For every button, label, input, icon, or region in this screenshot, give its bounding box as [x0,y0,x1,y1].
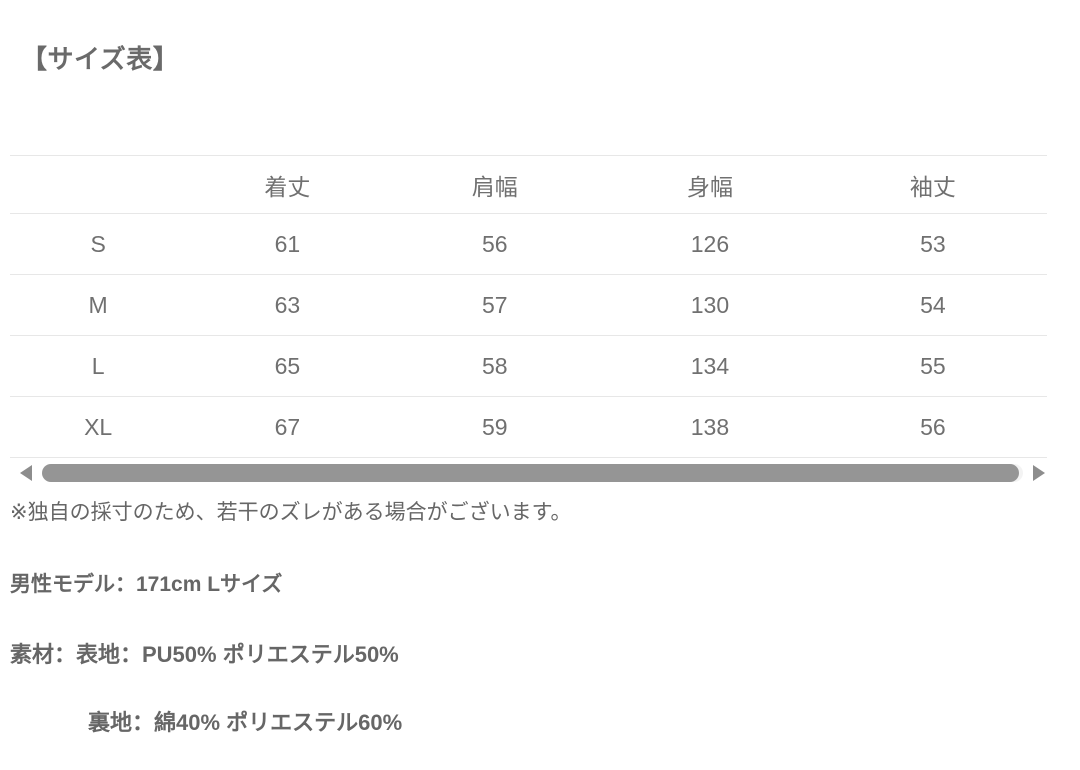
model-info: 男性モデル：171cm Lサイズ [10,573,283,596]
column-header-sleeve: 袖丈 [818,155,1047,214]
size-label: M [10,274,187,336]
size-table-container: 着丈 肩幅 身幅 袖丈 S 61 56 126 53 M 63 57 [10,155,1047,483]
cell-body-width: 126 [601,213,819,275]
cell-shoulder: 58 [388,335,602,397]
cell-sleeve: 56 [818,396,1047,458]
cell-length: 65 [186,335,389,397]
cell-body-width: 130 [601,274,819,336]
cell-shoulder: 56 [388,213,602,275]
size-chart-section: 【サイズ表】 着丈 肩幅 身幅 袖丈 S [0,44,1080,770]
size-label: L [10,335,187,397]
material-info-outer: 素材：表地：PU50% ポリエステル50% [10,642,399,667]
cell-shoulder: 59 [388,396,602,458]
table-row-m: M 63 57 130 54 [10,274,1047,336]
horizontal-scrollbar[interactable] [10,463,1047,483]
page-title: 【サイズ表】 [21,44,180,74]
scroll-left-arrow-icon[interactable] [20,465,32,481]
column-header-shoulder: 肩幅 [388,155,602,214]
scrollbar-track[interactable] [42,464,1023,482]
cell-body-width: 134 [601,335,819,397]
table-row-xl: XL 67 59 138 56 [10,396,1047,458]
size-label: XL [10,396,187,458]
cell-sleeve: 54 [818,274,1047,336]
scroll-right-arrow-icon[interactable] [1033,465,1045,481]
cell-body-width: 138 [601,396,819,458]
size-label: S [10,213,187,275]
column-header-length: 着丈 [186,155,389,214]
cell-shoulder: 57 [388,274,602,336]
column-header-size [10,155,187,214]
cell-length: 61 [186,213,389,275]
table-header-row: 着丈 肩幅 身幅 袖丈 [10,155,1047,214]
column-header-body-width: 身幅 [601,155,819,214]
measurement-note: ※独自の採寸のため、若干のズレがある場合がございます。 [10,501,572,524]
cell-length: 63 [186,274,389,336]
material-info-lining: 裏地：綿40% ポリエステル60% [88,710,403,735]
scrollbar-thumb[interactable] [42,464,1020,482]
cell-sleeve: 55 [818,335,1047,397]
table-row-s: S 61 56 126 53 [10,213,1047,275]
table-row-l: L 65 58 134 55 [10,335,1047,397]
cell-length: 67 [186,396,389,458]
size-table: 着丈 肩幅 身幅 袖丈 S 61 56 126 53 M 63 57 [10,155,1047,458]
cell-sleeve: 53 [818,213,1047,275]
